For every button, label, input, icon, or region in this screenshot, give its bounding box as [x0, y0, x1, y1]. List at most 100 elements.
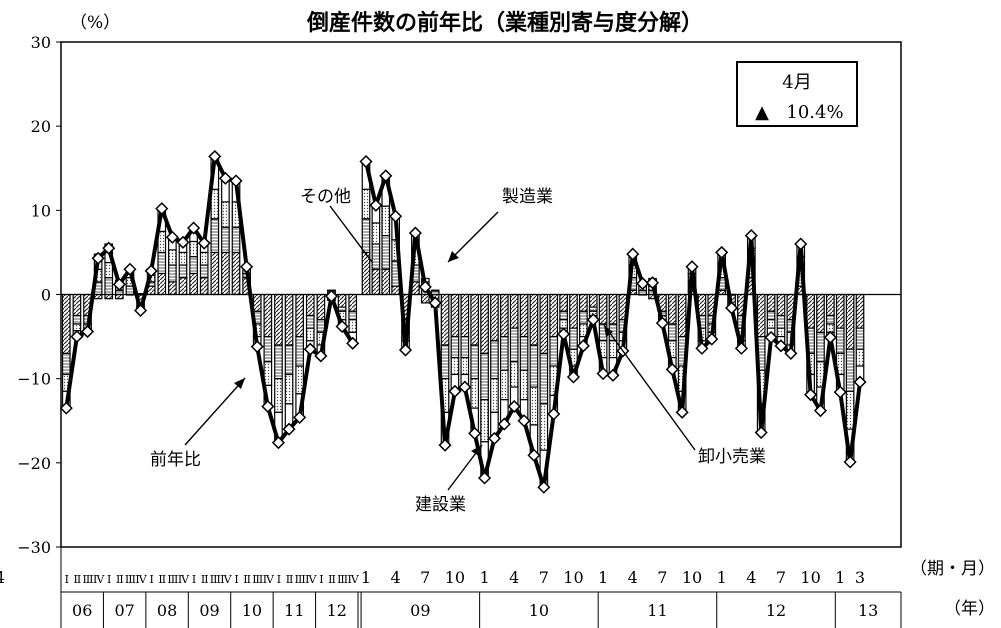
- chart-title: 倒産件数の前年比（業種別寄与度分解）: [306, 10, 703, 36]
- x-tick-label: II: [116, 573, 123, 586]
- y-tick-label: 0: [41, 286, 51, 305]
- x-unit-label-year: （年）: [944, 599, 995, 619]
- bar-wholesale-retail: [845, 390, 855, 430]
- bar-manufacturing: [61, 352, 71, 376]
- bar-construction: [776, 293, 786, 317]
- x-tick-label: 3: [855, 568, 865, 587]
- total-point: [314, 349, 328, 363]
- total-point: [369, 198, 383, 212]
- total-point: [229, 174, 243, 188]
- x-tick-label: 1: [598, 568, 608, 587]
- annotation-others: その他: [300, 187, 351, 207]
- total-point: [754, 425, 768, 440]
- total-point: [764, 330, 778, 344]
- bar-manufacturing: [178, 264, 188, 279]
- bar-manufacturing: [509, 327, 519, 363]
- x-tick-label: IV: [93, 573, 105, 586]
- bar-construction: [826, 293, 835, 317]
- bar-construction: [305, 293, 315, 317]
- total-point: [271, 436, 286, 450]
- bar-manufacturing: [766, 310, 776, 321]
- total-point: [261, 399, 275, 414]
- total-point: [458, 380, 472, 394]
- annotations: その他 製造業 前年比 建設業 卸小売業: [150, 187, 766, 515]
- y-tick-label: −10: [17, 370, 51, 389]
- year-label: 13: [858, 601, 878, 620]
- bar-construction: [756, 293, 766, 338]
- bar-construction: [199, 277, 209, 296]
- x-tick-label: 1: [835, 568, 845, 587]
- total-point: [527, 448, 541, 462]
- x-tick-label: I: [65, 573, 69, 586]
- bar-construction: [391, 285, 400, 296]
- x-tick-label: IV: [220, 573, 232, 586]
- bar-construction: [450, 293, 460, 338]
- bar-manufacturing: [274, 344, 283, 380]
- annotation-manufacturing-arrow: [447, 211, 499, 263]
- total-point: [843, 455, 857, 469]
- x-tick-label: II: [286, 573, 293, 586]
- annotation-manufacturing-arrowhead: [448, 251, 459, 262]
- year-label: 10: [529, 601, 549, 620]
- x-tick-label: 4: [628, 568, 638, 587]
- bar-construction: [569, 293, 578, 329]
- x-tick-label: 4: [509, 568, 519, 587]
- total-point: [557, 327, 571, 341]
- total-point: [794, 237, 808, 251]
- bar-construction: [598, 293, 608, 325]
- bar-manufacturing: [231, 226, 241, 254]
- x-tick-label: I: [107, 573, 111, 586]
- bar-construction: [284, 293, 294, 346]
- bar-construction: [855, 293, 865, 329]
- total-point: [734, 341, 749, 355]
- x-unit-label-period: （期・月）: [910, 559, 995, 579]
- bar-construction: [72, 293, 82, 317]
- annotation-total-arrow: [184, 377, 246, 446]
- x-tick-label: IV: [135, 573, 147, 586]
- total-point: [813, 404, 828, 418]
- year-label: 07: [114, 601, 134, 620]
- bar-construction: [381, 268, 391, 296]
- bar-construction: [189, 272, 198, 296]
- bar-wholesale-retail: [608, 340, 618, 359]
- total-point: [685, 260, 699, 274]
- total-point: [705, 332, 719, 346]
- bar-manufacturing: [295, 335, 305, 367]
- legend-frame: [736, 61, 858, 127]
- bar-wholesale-retail: [559, 319, 568, 329]
- x-tick-label: 1: [479, 568, 489, 587]
- bar-wholesale-retail: [361, 188, 371, 220]
- bar-construction: [221, 251, 230, 296]
- total-point: [335, 319, 349, 334]
- total-point: [133, 303, 148, 318]
- bar-wholesale-retail: [855, 348, 865, 367]
- x-tick-label: III: [295, 573, 306, 586]
- x-tick-label: II: [243, 573, 250, 586]
- bar-wholesale-retail: [168, 249, 177, 266]
- x-axis: I II III IV I II III IV I II III IV I II III IV I II III IV…: [0, 547, 902, 628]
- bar-construction: [470, 293, 480, 346]
- year-label: 09: [199, 601, 219, 620]
- x-tick-label: 4: [746, 568, 756, 587]
- y-tick-label: −30: [17, 538, 51, 557]
- x-tick-label: III: [125, 573, 136, 586]
- total-point: [389, 209, 403, 223]
- bar-construction: [519, 293, 529, 338]
- bar-manufacturing: [480, 352, 489, 401]
- x-tick-label: II: [158, 573, 165, 586]
- bar-wholesale-retail: [305, 327, 315, 342]
- bar-wholesale-retail: [104, 261, 114, 279]
- bar-construction: [178, 277, 188, 296]
- bar-construction: [295, 293, 305, 338]
- bar-construction: [231, 251, 241, 296]
- total-point: [517, 414, 531, 428]
- bar-construction: [168, 281, 177, 296]
- legend-box: 4月 ▲ 10.4%: [736, 61, 858, 127]
- bar-construction: [816, 293, 825, 333]
- bar-manufacturing: [559, 310, 568, 321]
- x-tick-label: I: [149, 573, 153, 586]
- total-point: [359, 154, 373, 169]
- bar-manufacturing: [440, 344, 450, 380]
- bar-manufacturing: [450, 335, 460, 359]
- bar-manufacturing: [855, 327, 865, 350]
